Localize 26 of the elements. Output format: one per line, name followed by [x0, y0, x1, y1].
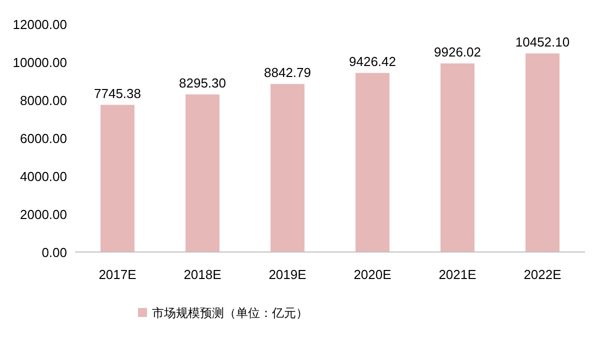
y-tick-label: 12000.00 [12, 17, 67, 32]
y-tick-label: 6000.00 [20, 131, 67, 146]
x-tick-label: 2019E [268, 267, 307, 282]
bar [440, 63, 474, 252]
data-label: 8842.79 [264, 64, 311, 80]
bar [270, 84, 304, 252]
data-label: 8295.30 [179, 75, 226, 90]
bar [356, 72, 390, 252]
y-tick-label: 10000.00 [12, 55, 67, 70]
data-label: 7745.38 [94, 86, 141, 101]
y-tick-label: 4000.00 [20, 169, 67, 184]
y-tick-label: 0.00 [42, 245, 67, 260]
bar [186, 94, 220, 252]
data-label: 9426.42 [349, 54, 396, 69]
legend: 市场规模预测（单位：亿元） [138, 306, 308, 320]
y-tick-label: 2000.00 [20, 207, 67, 222]
x-tick-label: 2021E [438, 267, 477, 282]
x-tick-label: 2018E [184, 267, 222, 282]
x-tick-label: 2020E [354, 267, 392, 282]
y-tick-label: 8000.00 [20, 93, 67, 108]
x-tick-label: 2017E [98, 267, 137, 282]
data-label: 9926.02 [434, 44, 481, 60]
x-tick-label: 2022E [524, 267, 562, 282]
bar [100, 104, 134, 252]
data-label: 10452.10 [515, 34, 570, 50]
bar [526, 53, 560, 252]
